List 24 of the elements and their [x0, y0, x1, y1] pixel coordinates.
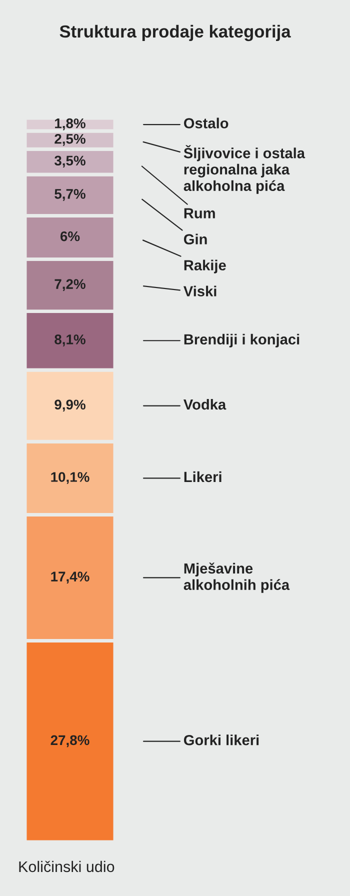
text: Brendiji i konjaci — [184, 334, 300, 348]
text: Struktura prodaje kategorija — [60, 24, 291, 42]
data-label: 5,7% — [54, 189, 86, 201]
text: Rakije — [184, 260, 226, 274]
data-label: 6% — [60, 231, 80, 242]
text: Rum — [184, 208, 215, 218]
text: Vodka — [184, 398, 226, 410]
data-label: 10,1% — [51, 472, 90, 484]
data-label: 9,9% — [54, 400, 86, 412]
text: Mješavine alkoholnih pića — [184, 562, 290, 593]
text: Viski — [184, 286, 216, 296]
data-label: 27,8% — [50, 735, 90, 748]
x-axis-title: Količinski udio — [19, 860, 114, 872]
data-label: 8,1% — [54, 334, 86, 346]
text: Ostalo — [184, 118, 228, 128]
data-label: 3,5% — [54, 156, 86, 168]
text: Gorki likeri — [184, 734, 259, 746]
data-label: 17,4% — [51, 572, 90, 584]
text: Gin — [184, 234, 207, 244]
data-label: 2,5% — [54, 134, 86, 146]
data-label: 7,2% — [54, 279, 86, 291]
text: Likeri — [184, 471, 222, 482]
text: Šljivovice i ostala regionalna jaka alkoholna pića — [184, 145, 306, 194]
data-label: 1,8% — [55, 118, 86, 130]
